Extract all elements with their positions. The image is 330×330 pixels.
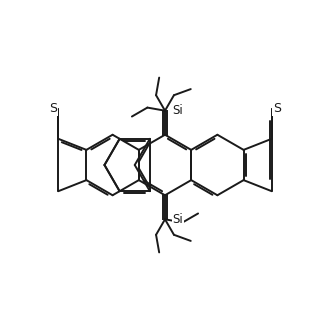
Text: Si: Si <box>173 213 183 226</box>
Text: Si: Si <box>173 104 183 117</box>
Text: S: S <box>273 102 281 115</box>
Text: S: S <box>49 102 57 115</box>
